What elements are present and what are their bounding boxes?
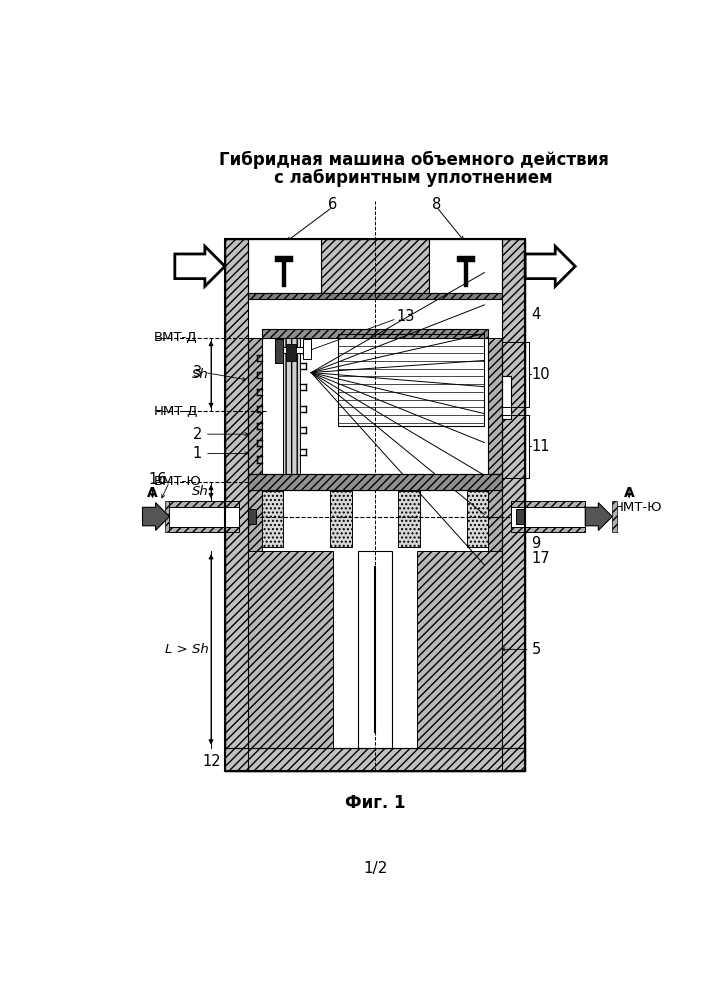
Text: с лабиринтным уплотнением: с лабиринтным уплотнением: [274, 169, 553, 187]
Text: 13: 13: [397, 309, 415, 324]
Bar: [489, 482, 502, 551]
Text: 12: 12: [202, 754, 221, 769]
Bar: [225, 239, 525, 771]
Bar: [286, 344, 296, 361]
Polygon shape: [143, 503, 170, 530]
Bar: [282, 258, 286, 287]
Bar: [338, 334, 484, 426]
Text: 14: 14: [248, 551, 267, 566]
Bar: [275, 339, 283, 363]
Bar: [170, 501, 239, 507]
Text: 11: 11: [532, 439, 550, 454]
Text: 10: 10: [532, 367, 550, 382]
Bar: [248, 239, 502, 771]
Bar: [489, 338, 502, 482]
Text: Sh: Sh: [192, 485, 209, 498]
Bar: [399, 491, 420, 547]
Bar: [330, 491, 351, 547]
Polygon shape: [525, 246, 575, 286]
Bar: [248, 474, 502, 490]
Text: НМТ-Ю: НМТ-Ю: [614, 501, 662, 514]
Text: Sh: Sh: [192, 368, 209, 381]
Bar: [165, 501, 170, 532]
Bar: [358, 551, 392, 748]
Text: 5: 5: [532, 642, 541, 657]
Bar: [303, 339, 311, 359]
Bar: [248, 509, 256, 524]
Bar: [248, 293, 502, 299]
Bar: [283, 338, 300, 474]
Text: 3: 3: [193, 365, 201, 380]
Text: 9: 9: [532, 536, 541, 551]
Text: 1: 1: [192, 446, 201, 461]
Bar: [464, 258, 468, 287]
Polygon shape: [175, 246, 225, 286]
Bar: [248, 551, 333, 748]
Text: 17: 17: [532, 551, 550, 566]
Bar: [170, 507, 239, 527]
Bar: [248, 482, 262, 551]
Bar: [275, 256, 293, 262]
Bar: [511, 507, 585, 527]
Bar: [417, 551, 502, 748]
Text: НМТ-Д: НМТ-Д: [154, 405, 199, 418]
Bar: [248, 239, 321, 293]
Bar: [170, 527, 239, 532]
Text: 16: 16: [148, 472, 167, 487]
Bar: [502, 376, 511, 419]
Text: 6: 6: [328, 197, 337, 212]
Text: A: A: [624, 486, 634, 500]
Bar: [399, 491, 420, 547]
Bar: [262, 329, 489, 338]
Bar: [429, 239, 502, 293]
Bar: [330, 491, 351, 547]
Bar: [275, 347, 311, 353]
Text: 1/2: 1/2: [363, 861, 387, 876]
Text: 8: 8: [432, 197, 441, 212]
Bar: [248, 338, 262, 482]
Bar: [467, 491, 489, 547]
Bar: [511, 501, 585, 507]
Text: 2: 2: [192, 427, 201, 442]
Bar: [321, 239, 429, 293]
Text: ВМТ-Ю: ВМТ-Ю: [154, 475, 201, 488]
Text: A: A: [147, 486, 158, 500]
Text: 7: 7: [248, 536, 257, 551]
Bar: [262, 491, 284, 547]
Bar: [467, 491, 489, 547]
Text: Фиг. 1: Фиг. 1: [345, 794, 405, 812]
Bar: [511, 527, 585, 532]
Bar: [516, 509, 524, 524]
Bar: [225, 239, 525, 771]
Bar: [248, 239, 502, 771]
Bar: [612, 501, 617, 532]
Polygon shape: [585, 503, 612, 530]
Bar: [457, 256, 475, 262]
Bar: [262, 491, 284, 547]
Text: 4: 4: [532, 307, 541, 322]
Text: Гибридная машина объемного действия: Гибридная машина объемного действия: [218, 151, 609, 169]
Text: L > Sh: L > Sh: [165, 643, 209, 656]
Bar: [225, 748, 525, 771]
Text: ВМТ-Д: ВМТ-Д: [154, 331, 198, 344]
